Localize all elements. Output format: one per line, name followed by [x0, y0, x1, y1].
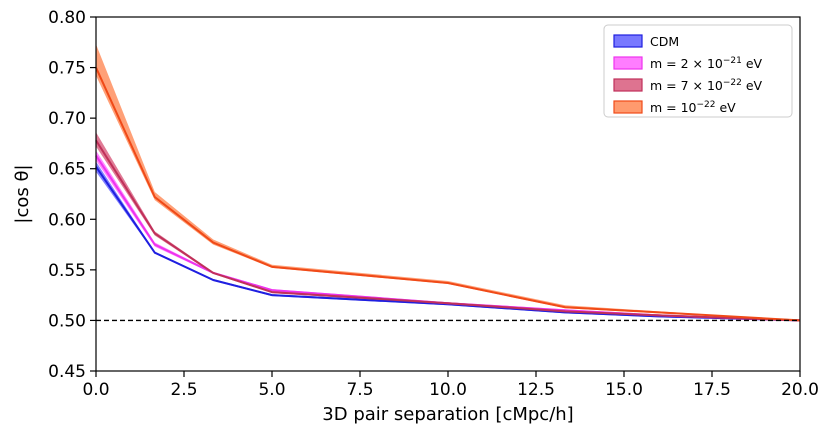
y-tick-label: 0.80 — [48, 8, 86, 28]
x-tick-label: 7.5 — [346, 380, 373, 400]
series-lines — [95, 67, 801, 322]
y-tick-label: 0.50 — [48, 311, 86, 331]
legend-swatch-3 — [613, 100, 643, 114]
y-axis-label: |cos θ| — [12, 164, 33, 223]
x-tick-label: 20.0 — [781, 380, 819, 400]
legend-label-0: CDM — [650, 34, 679, 49]
legend-label-1: m = 2 × 10−21 eV — [650, 56, 763, 71]
legend-swatch-0 — [613, 34, 643, 48]
legend-box — [603, 24, 793, 118]
x-tick-label: 17.5 — [693, 380, 731, 400]
y-tick-label: 0.45 — [48, 362, 86, 382]
y-tick-label: 0.65 — [48, 160, 86, 180]
y-tick-label: 0.55 — [48, 261, 86, 281]
legend-swatch-2 — [613, 78, 643, 92]
legend-label-2: m = 7 × 10−22 eV — [650, 78, 763, 93]
legend-label-3: m = 10−22 eV — [650, 100, 736, 115]
series-line-0 — [95, 166, 801, 322]
x-axis: 0.0 2.5 5.0 7.5 10.0 12.5 15.0 17.5 20.0 — [82, 371, 819, 400]
x-axis-label: 3D pair separation [cMpc/h] — [322, 404, 573, 425]
x-tick-label: 5.0 — [258, 380, 285, 400]
y-tick-label: 0.75 — [48, 59, 86, 79]
series-line-3 — [95, 67, 801, 322]
x-tick-label: 10.0 — [429, 380, 467, 400]
x-tick-label: 12.5 — [517, 380, 555, 400]
legend-swatch-1 — [613, 56, 643, 70]
y-tick-label: 0.70 — [48, 109, 86, 129]
series-line-2 — [95, 139, 801, 322]
x-tick-label: 2.5 — [170, 380, 197, 400]
legend: CDM m = 2 × 10−21 eV m = 7 × 10−22 eV m = 1… — [603, 24, 793, 118]
y-axis: 0.45 0.50 0.55 0.60 0.65 0.70 0.75 0.80 — [48, 8, 96, 382]
x-tick-label: 15.0 — [605, 380, 643, 400]
x-tick-label: 0.0 — [82, 380, 109, 400]
y-tick-label: 0.60 — [48, 210, 86, 230]
